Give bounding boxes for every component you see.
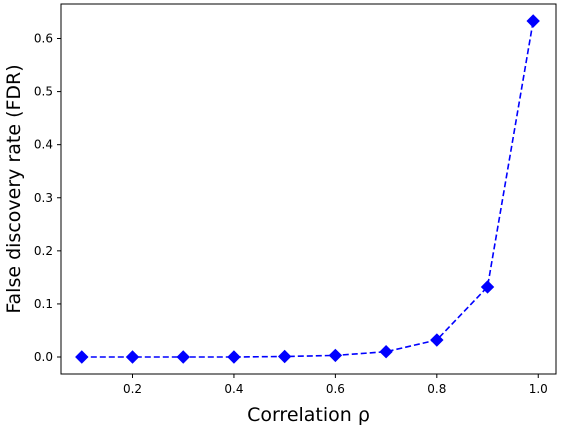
- x-axis-label: Correlation ρ: [247, 404, 370, 426]
- data-point-marker: [328, 348, 343, 363]
- y-tick-label: 0.6: [34, 32, 53, 46]
- x-tick-label: 0.8: [427, 382, 446, 396]
- x-tick-label: 1.0: [529, 382, 548, 396]
- y-axis-ticks: 0.0 0.1 0.2 0.3 0.4 0.5 0.6: [34, 32, 61, 364]
- plot-area: [60, 3, 557, 375]
- data-point-marker: [75, 350, 89, 364]
- y-tick-label: 0.4: [34, 138, 53, 152]
- data-point-marker: [430, 333, 444, 347]
- x-tick-label: 0.4: [224, 382, 243, 396]
- data-point-marker: [227, 350, 241, 364]
- y-tick-label: 0.5: [34, 85, 53, 99]
- y-tick-label: 0.0: [34, 350, 53, 364]
- y-tick-label: 0.1: [34, 297, 53, 311]
- x-tick-label: 0.2: [123, 382, 142, 396]
- data-point-marker: [526, 14, 540, 28]
- fdr-series-line: [81, 20, 534, 358]
- y-tick-label: 0.3: [34, 191, 53, 205]
- x-axis-ticks: 0.2 0.4 0.6 0.8 1.0: [123, 374, 548, 396]
- x-tick-label: 0.6: [326, 382, 345, 396]
- data-point-marker: [277, 349, 292, 364]
- data-point-marker: [125, 350, 140, 364]
- fdr-series-markers: [75, 14, 540, 364]
- data-point-marker: [379, 344, 393, 359]
- y-tick-label: 0.2: [34, 244, 53, 258]
- data-point-marker: [176, 350, 190, 364]
- data-point-marker: [480, 280, 495, 294]
- y-axis-label: False discovery rate (FDR): [3, 64, 25, 313]
